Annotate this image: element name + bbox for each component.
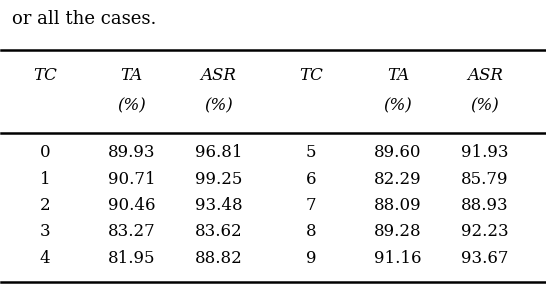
Text: 93.48: 93.48: [195, 197, 242, 214]
Text: 90.46: 90.46: [108, 197, 156, 214]
Text: 8: 8: [306, 223, 316, 241]
Text: 89.60: 89.60: [374, 144, 422, 161]
Text: 4: 4: [39, 250, 50, 267]
Text: ASR: ASR: [467, 67, 503, 84]
Text: 9: 9: [306, 250, 316, 267]
Text: 3: 3: [39, 223, 50, 241]
Text: 81.95: 81.95: [108, 250, 156, 267]
Text: (%): (%): [384, 98, 412, 115]
Text: 91.93: 91.93: [461, 144, 509, 161]
Text: 92.23: 92.23: [461, 223, 509, 241]
Text: 91.16: 91.16: [374, 250, 422, 267]
Text: (%): (%): [204, 98, 233, 115]
Text: (%): (%): [117, 98, 146, 115]
Text: 88.93: 88.93: [461, 197, 509, 214]
Text: 85.79: 85.79: [461, 171, 509, 188]
Text: TA: TA: [387, 67, 409, 84]
Text: 88.82: 88.82: [195, 250, 242, 267]
Text: 89.28: 89.28: [374, 223, 422, 241]
Text: 93.67: 93.67: [461, 250, 509, 267]
Text: 0: 0: [39, 144, 50, 161]
Text: 99.25: 99.25: [195, 171, 242, 188]
Text: 83.27: 83.27: [108, 223, 156, 241]
Text: 2: 2: [39, 197, 50, 214]
Text: 90.71: 90.71: [108, 171, 156, 188]
Text: ASR: ASR: [201, 67, 236, 84]
Text: (%): (%): [471, 98, 499, 115]
Text: TA: TA: [121, 67, 143, 84]
Text: 1: 1: [39, 171, 50, 188]
Text: 7: 7: [306, 197, 316, 214]
Text: 89.93: 89.93: [108, 144, 156, 161]
Text: or all the cases.: or all the cases.: [12, 10, 157, 28]
Text: 82.29: 82.29: [374, 171, 422, 188]
Text: TC: TC: [33, 67, 57, 84]
Text: 5: 5: [306, 144, 316, 161]
Text: 83.62: 83.62: [195, 223, 242, 241]
Text: 88.09: 88.09: [374, 197, 422, 214]
Text: TC: TC: [299, 67, 323, 84]
Text: 6: 6: [306, 171, 316, 188]
Text: 96.81: 96.81: [195, 144, 242, 161]
